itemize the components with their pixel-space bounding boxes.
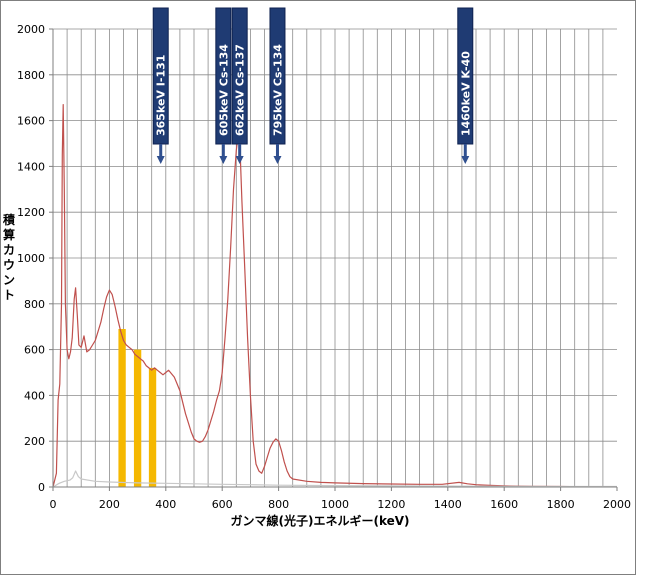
y-tick-label: 1400 <box>17 160 45 173</box>
x-tick-label: 400 <box>155 498 176 511</box>
marker-label: 795keV Cs-134 <box>271 44 284 136</box>
highlight-bars <box>118 328 157 487</box>
energy-marker: 1460keV K-40 <box>457 7 474 164</box>
y-tick-label: 800 <box>24 298 45 311</box>
y-tick-label: 600 <box>24 344 45 357</box>
series-lines <box>52 103 617 488</box>
y-tick-label: 1800 <box>17 69 45 82</box>
highlight-bar <box>118 328 126 487</box>
x-tick-label: 1000 <box>321 498 349 511</box>
y-tick-label: 1600 <box>17 115 45 128</box>
x-tick-label: 2000 <box>603 498 631 511</box>
energy-markers: 365keV I-131 605keV Cs-134 662keV Cs-137 79… <box>152 7 474 164</box>
x-tick-label: 800 <box>268 498 289 511</box>
y-tick-label: 1000 <box>17 252 45 265</box>
marker-arrow-head <box>235 156 244 164</box>
energy-marker: 662keV Cs-137 <box>231 7 248 164</box>
energy-marker: 365keV I-131 <box>152 7 169 164</box>
energy-marker: 795keV Cs-134 <box>269 7 286 164</box>
x-tick-label: 1200 <box>377 498 405 511</box>
marker-label: 662keV Cs-137 <box>234 44 247 136</box>
y-tick-label: 200 <box>24 435 45 448</box>
marker-arrow-head <box>461 156 470 164</box>
axes: 0 200 400 600 800 1000 1200 1400 1600 1800 2000 0 20… <box>17 23 631 511</box>
x-tick-label: 1400 <box>434 498 462 511</box>
y-axis-label: 積算カウント <box>3 213 16 302</box>
x-tick-label: 200 <box>99 498 120 511</box>
x-tick-label: 0 <box>50 498 57 511</box>
y-tick-label: 1200 <box>17 206 45 219</box>
x-tick-label: 1600 <box>490 498 518 511</box>
marker-label: 605keV Cs-134 <box>217 44 230 136</box>
marker-arrow-head <box>156 156 165 164</box>
series-line <box>52 470 617 488</box>
marker-label: 365keV I-131 <box>155 55 168 136</box>
marker-label: 1460keV K-40 <box>459 51 472 136</box>
y-tick-label: 0 <box>38 481 45 494</box>
x-tick-label: 1800 <box>547 498 575 511</box>
y-tick-label: 400 <box>24 389 45 402</box>
series-line <box>52 103 617 488</box>
y-tick-label: 2000 <box>17 23 45 36</box>
marker-arrow-head <box>219 156 228 164</box>
chart-frame <box>0 0 636 575</box>
energy-marker: 605keV Cs-134 <box>215 7 232 164</box>
highlight-bar <box>148 367 157 487</box>
x-axis-label: ガンマ線(光子)エネルギー(keV) <box>230 514 410 528</box>
highlight-bar <box>133 349 142 487</box>
x-tick-label: 600 <box>212 498 233 511</box>
marker-arrow-head <box>273 156 282 164</box>
